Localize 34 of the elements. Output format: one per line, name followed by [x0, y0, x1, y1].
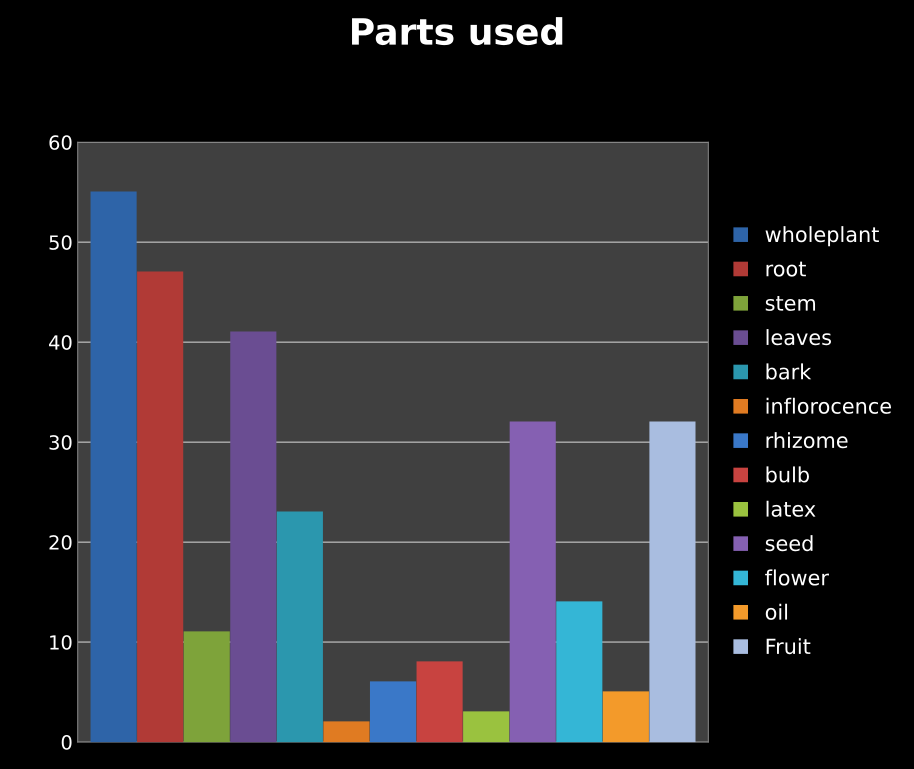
y-tick-label: 40: [49, 335, 72, 350]
legend-label: seed: [766, 535, 812, 552]
bar: [323, 721, 370, 742]
legend-label: latex: [766, 500, 816, 517]
bar: [90, 192, 137, 742]
y-tick-label: 0: [62, 735, 72, 750]
legend-label: root: [766, 262, 806, 277]
bar: [463, 711, 510, 742]
bar: [276, 511, 323, 742]
legend-label: stem: [766, 296, 816, 311]
bar: [370, 681, 416, 742]
y-tick-label: 50: [50, 235, 72, 250]
bar: [137, 272, 184, 742]
legend-label: wholeplant: [766, 226, 879, 246]
legend-label: Fruit: [766, 638, 810, 654]
legend-label: inflorocence: [766, 398, 891, 414]
bar: [602, 691, 649, 742]
bar: [649, 421, 696, 742]
bar: [556, 601, 602, 742]
y-tick-label: 60: [49, 135, 72, 150]
y-tick-label: 30: [50, 435, 72, 450]
y-tick-label: 10: [50, 635, 72, 650]
legend-label: flower: [765, 569, 829, 586]
legend-label: bulb: [766, 466, 809, 483]
legend-label: rhizome: [766, 432, 848, 448]
bar: [510, 421, 556, 742]
legend-label: leaves: [766, 329, 832, 346]
bar: [416, 661, 463, 742]
chart-title: Parts used: [352, 17, 562, 46]
bar: [230, 332, 276, 742]
bar: [184, 631, 230, 742]
legend-label: oil: [766, 604, 788, 620]
legend-label: bark: [766, 363, 812, 380]
y-tick-label: 20: [50, 535, 72, 550]
